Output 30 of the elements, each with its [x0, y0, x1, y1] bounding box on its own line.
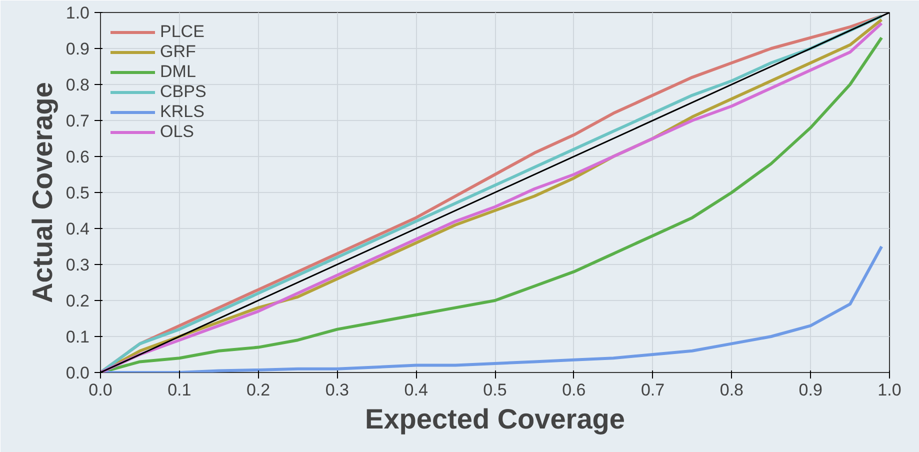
legend-label: CBPS	[160, 82, 206, 102]
legend-label: PLCE	[160, 22, 204, 42]
x-tick-label: 0.5	[483, 380, 507, 400]
legend-label: OLS	[160, 122, 194, 142]
y-tick-label: 1.0	[66, 4, 90, 22]
x-tick-label: 0.3	[325, 380, 350, 400]
x-tick-label: 0.7	[640, 380, 665, 400]
y-tick-label: 0.5	[66, 184, 90, 202]
y-axis-title: Actual Coverage	[26, 82, 58, 303]
y-tick-label: 0.4	[66, 220, 90, 238]
x-tick-label: 0.0	[88, 380, 112, 400]
x-tick-label: 0.2	[246, 380, 270, 400]
x-axis-title: Expected Coverage	[365, 404, 625, 434]
y-tick-label: 0.6	[66, 148, 90, 166]
x-tick-label: 0.9	[798, 380, 822, 400]
x-tick-label: 1.0	[878, 380, 902, 400]
x-tick-label: 0.8	[720, 380, 744, 400]
y-tick-label: 0.9	[66, 40, 90, 58]
y-tick-label: 0.1	[66, 328, 90, 346]
y-tick-label: 0.2	[66, 292, 90, 310]
y-tick-label: 0.3	[66, 256, 90, 274]
x-tick-label: 0.6	[562, 380, 586, 400]
y-tick-label: 0.7	[66, 112, 90, 130]
y-tick-label: 0.0	[66, 364, 90, 382]
legend-label: KRLS	[160, 102, 204, 122]
legend-label: DML	[160, 62, 196, 82]
x-tick-label: 0.1	[168, 380, 192, 400]
y-tick-label: 0.8	[66, 76, 90, 94]
legend-label: GRF	[160, 42, 196, 62]
x-tick-label: 0.4	[404, 380, 428, 400]
